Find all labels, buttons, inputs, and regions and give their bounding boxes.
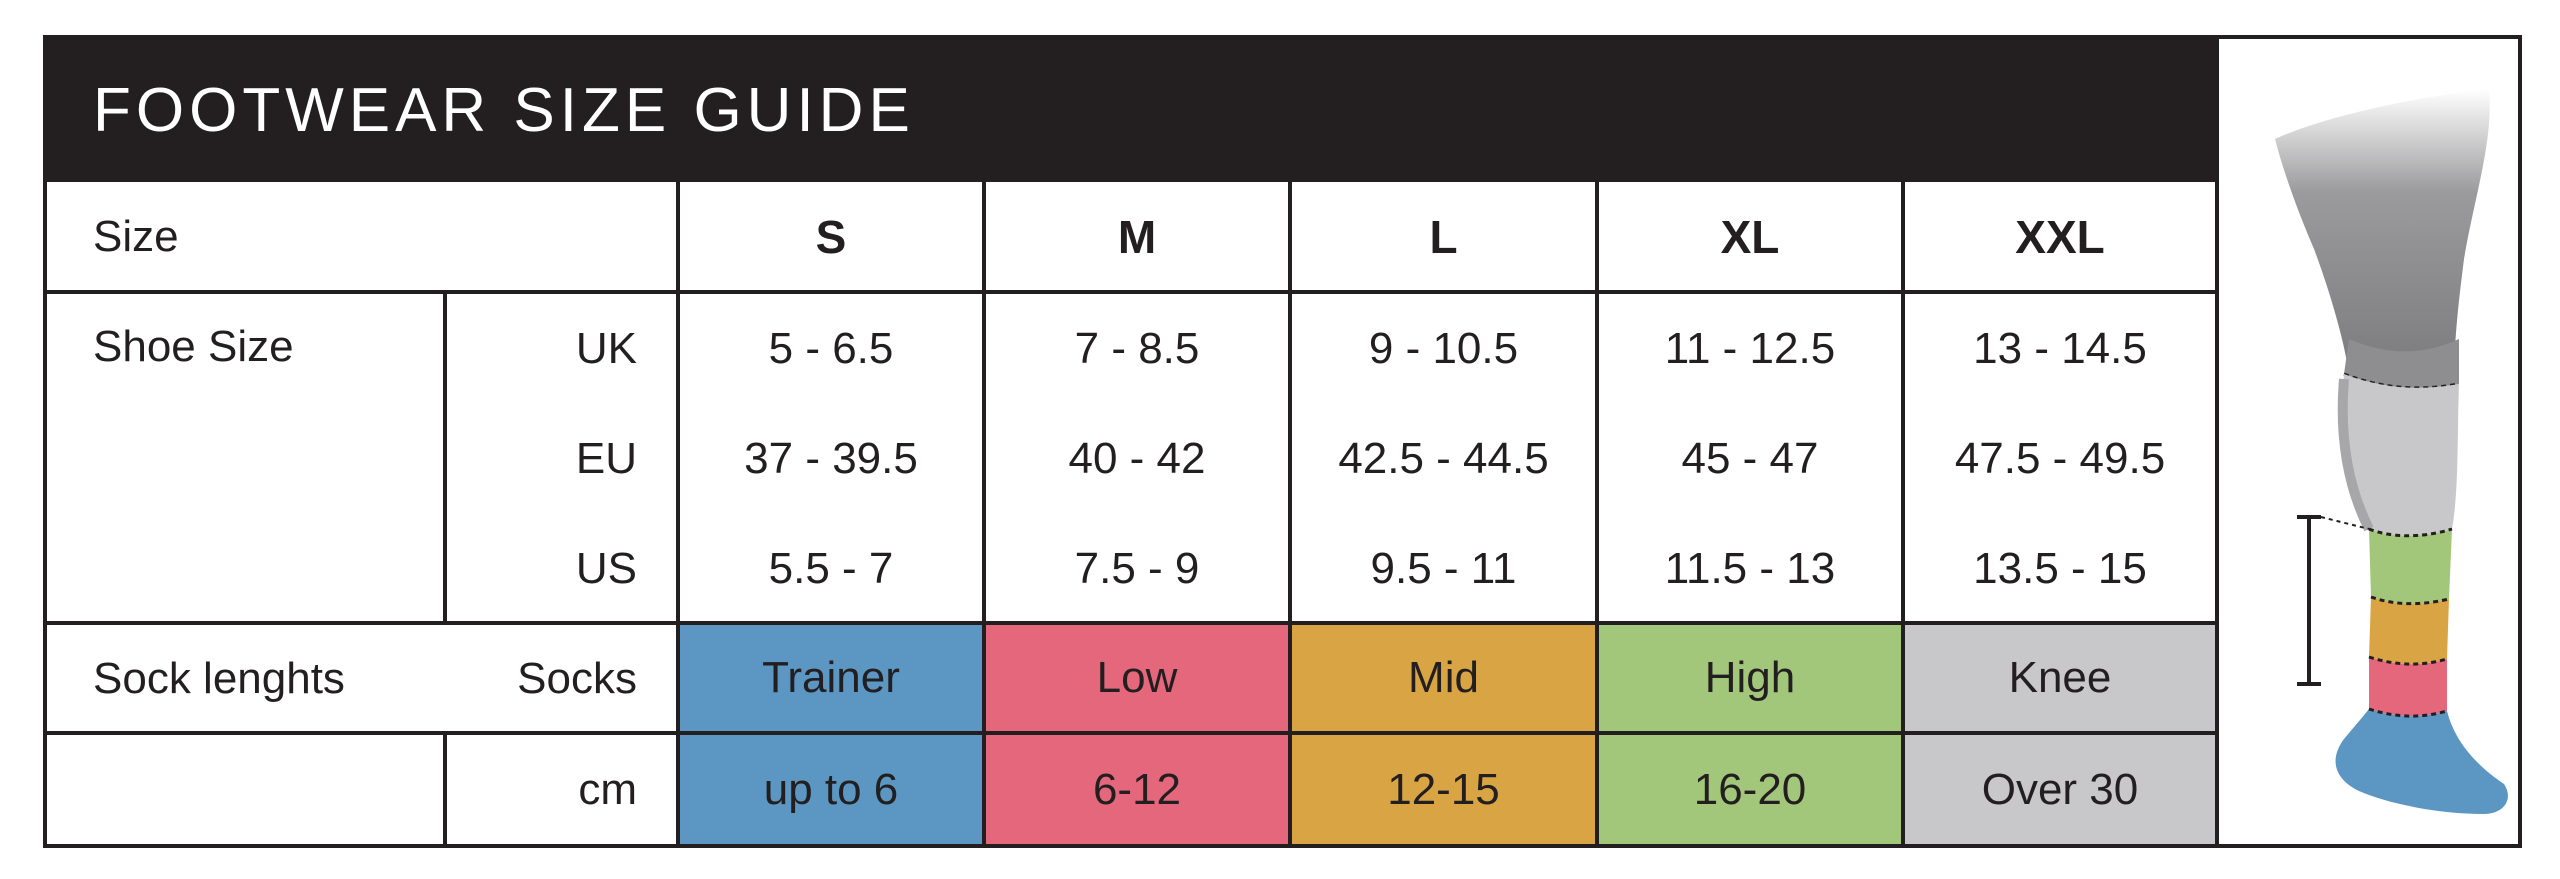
sock-trainer: Trainer	[762, 653, 900, 702]
eu-xl: 45 - 47	[1681, 434, 1819, 483]
leg-illustration	[2219, 39, 2518, 844]
us-xl: 11.5 - 13	[1664, 544, 1836, 593]
header-bar: FOOTWEAR SIZE GUIDE	[43, 35, 2219, 182]
rule-h-size	[43, 290, 2219, 294]
eu-m: 40 - 42	[1068, 434, 1206, 483]
rule-v-sub	[443, 292, 447, 623]
cm-mid: 12-15	[1387, 764, 1500, 814]
unit-eu: EU	[575, 434, 637, 483]
us-s: 5.5 - 7	[768, 544, 894, 593]
eu-xxl: 47.5 - 49.5	[1954, 434, 2166, 483]
unit-cm: cm	[578, 765, 637, 814]
page-title: FOOTWEAR SIZE GUIDE	[93, 76, 915, 145]
size-row-label: Size	[93, 212, 179, 261]
sock-mid: Mid	[1408, 653, 1479, 702]
sock-high: High	[1704, 653, 1796, 702]
rule-h-socks	[43, 731, 2219, 735]
size-header-xxl: XXL	[2015, 211, 2105, 263]
rule-v-5	[2215, 35, 2219, 848]
cm-high: 16-20	[1693, 764, 1807, 814]
unit-socks: Socks	[517, 654, 637, 703]
uk-l: 9 - 10.5	[1368, 324, 1519, 373]
eu-l: 42.5 - 44.5	[1338, 434, 1549, 483]
us-xxl: 13.5 - 15	[1973, 544, 2147, 593]
rule-h-shoe	[43, 621, 2219, 625]
uk-xl: 11 - 12.5	[1664, 324, 1836, 373]
rule-v-2	[1288, 182, 1292, 846]
us-m: 7.5 - 9	[1074, 544, 1200, 593]
size-header-l: L	[1429, 211, 1458, 263]
rule-v-3	[1595, 182, 1599, 846]
size-header-s: S	[815, 211, 847, 263]
uk-m: 7 - 8.5	[1074, 324, 1200, 373]
cm-low: 6-12	[1092, 764, 1182, 814]
size-header-xl: XL	[1720, 211, 1780, 263]
cm-trainer: up to 6	[763, 764, 899, 814]
unit-uk: UK	[575, 324, 637, 373]
rule-v-sub2	[443, 733, 447, 846]
cm-knee: Over 30	[1981, 764, 2139, 814]
sock-lengths-row-label: Sock lenghts	[93, 654, 345, 703]
rule-v-4	[1901, 182, 1905, 846]
unit-us: US	[575, 544, 637, 593]
sock-low: Low	[1096, 653, 1178, 702]
sock-knee: Knee	[2008, 653, 2112, 702]
rule-v-0	[676, 182, 680, 846]
uk-xxl: 13 - 14.5	[1973, 324, 2147, 373]
eu-s: 37 - 39.5	[744, 434, 918, 483]
shoe-size-row-label: Shoe Size	[93, 322, 294, 371]
size-header-m: M	[1117, 211, 1157, 263]
uk-s: 5 - 6.5	[768, 324, 894, 373]
us-l: 9.5 - 11	[1370, 544, 1517, 593]
rule-v-1	[982, 182, 986, 846]
